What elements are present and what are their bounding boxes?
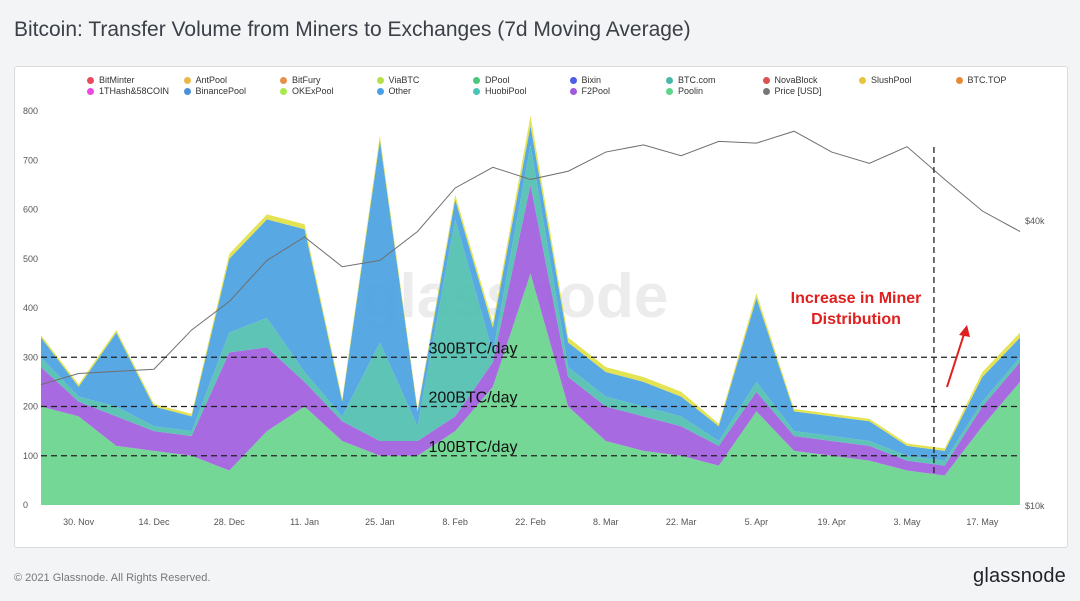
y-tick-label: 700 — [23, 155, 38, 165]
legend-label: SlushPool — [871, 75, 912, 85]
legend-marker — [666, 87, 673, 95]
chart-legend: BitMinter AntPool BitFury ViaBTC DPool Bixin B… — [15, 75, 1067, 103]
legend-marker — [762, 87, 770, 95]
y-tick-label: 0 — [23, 500, 28, 510]
x-tick-label: 3. May — [894, 517, 922, 527]
callout-text: Increase in Miner — [791, 290, 922, 307]
legend-item[interactable]: BTC.TOP — [955, 75, 1007, 85]
chart-title: Bitcoin: Transfer Volume from Miners to … — [14, 18, 691, 41]
legend-label: Price [USD] — [774, 86, 822, 96]
legend-marker — [666, 76, 673, 84]
legend-marker — [762, 76, 770, 84]
legend-item[interactable]: BitMinter — [87, 75, 135, 85]
reference-line-label: 100BTC/day — [429, 439, 518, 456]
callout-text: Distribution — [811, 311, 901, 328]
legend-marker — [376, 87, 384, 95]
legend-label: BinancePool — [195, 86, 247, 96]
x-tick-label: 17. May — [966, 517, 999, 527]
legend-item[interactable]: Bixin — [569, 75, 602, 85]
legend-label: 1THash&58COIN — [99, 86, 170, 96]
callout-arrowhead — [959, 325, 970, 337]
x-tick-label: 8. Mar — [593, 517, 619, 527]
legend-marker — [183, 87, 191, 95]
x-tick-label: 8. Feb — [442, 517, 468, 527]
legend-label: BitMinter — [99, 75, 135, 85]
x-tick-label: 5. Apr — [745, 517, 769, 527]
legend-item[interactable]: F2Pool — [569, 86, 611, 96]
price-line — [40, 130, 1021, 386]
area-series — [41, 273, 1020, 505]
y-tick-label: 800 — [23, 106, 38, 116]
legend-marker — [183, 76, 191, 84]
legend-marker — [473, 76, 480, 84]
legend-label: Poolin — [678, 86, 704, 96]
x-tick-label: 22. Mar — [666, 517, 697, 527]
legend-item[interactable]: Poolin — [666, 86, 703, 96]
legend-label: OKExPool — [292, 86, 334, 96]
x-tick-label: 11. Jan — [290, 517, 319, 527]
legend-label: HuobiPool — [485, 86, 527, 96]
legend-item[interactable]: BTC.com — [666, 75, 716, 85]
y-tick-label: 400 — [23, 303, 38, 313]
legend-item[interactable]: SlushPool — [859, 75, 912, 85]
legend-label: BTC.com — [678, 75, 716, 85]
legend-item[interactable]: 1THash&58COIN — [87, 86, 169, 96]
legend-label: ViaBTC — [388, 75, 420, 85]
legend-label: Bixin — [581, 75, 602, 85]
legend-item[interactable]: DPool — [473, 75, 510, 85]
x-tick-label: 25. Jan — [365, 517, 395, 527]
legend-item[interactable]: Other — [376, 86, 412, 96]
chart-plot: glassnode0100200300400500600700800$10k$4… — [23, 106, 1045, 527]
x-tick-label: 19. Apr — [817, 517, 846, 527]
legend-item[interactable]: NovaBlock — [762, 75, 818, 85]
legend-marker — [569, 87, 577, 95]
legend-item[interactable]: OKExPool — [280, 86, 334, 96]
legend-marker — [859, 76, 866, 84]
x-tick-label: 14. Dec — [138, 517, 170, 527]
legend-label: BitFury — [292, 75, 321, 85]
legend-item[interactable]: Price [USD] — [762, 86, 822, 96]
legend-marker — [473, 87, 480, 95]
legend-item[interactable]: HuobiPool — [473, 86, 527, 96]
legend-marker — [376, 76, 384, 84]
x-tick-label: 30. Nov — [63, 517, 95, 527]
y-tick-label: 600 — [23, 205, 38, 215]
copyright-text: © 2021 Glassnode. All Rights Reserved. — [14, 572, 211, 584]
x-tick-label: 22. Feb — [515, 517, 546, 527]
legend-marker — [280, 76, 287, 84]
legend-marker — [569, 76, 577, 84]
x-tick-label: 28. Dec — [214, 517, 246, 527]
legend-label: AntPool — [195, 75, 228, 85]
brand-logo: glassnode — [973, 565, 1066, 587]
legend-item[interactable]: AntPool — [183, 75, 228, 85]
legend-item[interactable]: ViaBTC — [376, 75, 420, 85]
legend-label: BTC.TOP — [967, 75, 1007, 85]
legend-item[interactable]: BinancePool — [183, 86, 247, 96]
legend-marker — [955, 76, 963, 84]
y-tick-label: 100 — [23, 451, 38, 461]
y-tick-label: 500 — [23, 254, 38, 264]
legend-marker — [280, 87, 287, 95]
legend-label: NovaBlock — [774, 75, 818, 85]
reference-line-label: 300BTC/day — [429, 340, 518, 357]
chart-panel: BitMinter AntPool BitFury ViaBTC DPool Bixin B… — [14, 66, 1068, 548]
y-tick-label: 200 — [23, 402, 38, 412]
legend-label: F2Pool — [581, 86, 611, 96]
y-tick-label: 300 — [23, 352, 38, 362]
legend-item[interactable]: BitFury — [280, 75, 321, 85]
reference-line-label: 200BTC/day — [429, 390, 518, 407]
area-series — [41, 125, 1020, 461]
legend-marker — [87, 87, 94, 95]
callout-arrow — [946, 330, 966, 388]
y2-tick-label: $40k — [1025, 216, 1045, 226]
y2-tick-label: $10k — [1025, 501, 1045, 511]
area-series — [41, 184, 1020, 476]
legend-marker — [87, 76, 94, 84]
legend-label: DPool — [485, 75, 510, 85]
legend-label: Other — [388, 86, 412, 96]
